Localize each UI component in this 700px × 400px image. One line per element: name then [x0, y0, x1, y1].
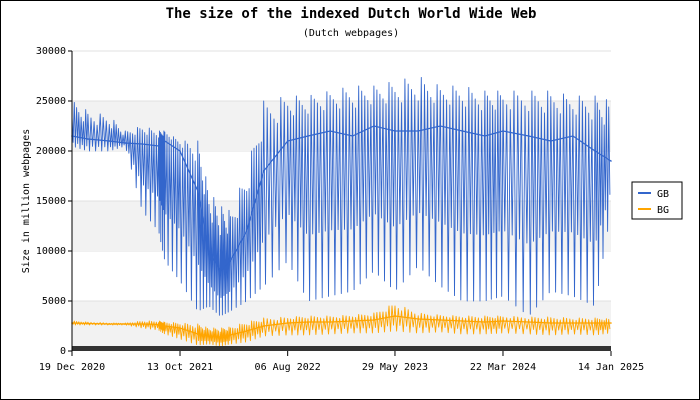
- series-gb-point: [610, 160, 612, 162]
- series-bg-point: [373, 319, 375, 321]
- series-gb-trace: [71, 76, 611, 316]
- series-gb-point: [484, 135, 486, 137]
- grid-band: [72, 101, 611, 151]
- series-gb-point: [527, 135, 530, 137]
- series-gb-point: [417, 130, 419, 132]
- series-gb-point: [307, 135, 309, 137]
- series-bg-point: [157, 323, 160, 326]
- series-group: [71, 76, 612, 347]
- series-bg-point: [484, 321, 486, 323]
- series-bg-point: [417, 318, 419, 320]
- series-bg-point: [219, 336, 222, 338]
- legend-label-gb: GB: [657, 189, 669, 200]
- series-bg-point: [163, 325, 166, 327]
- series-bg-point: [439, 319, 442, 321]
- x-axis-bar: [72, 346, 611, 351]
- series-gb-point: [439, 125, 442, 127]
- legend: GB BG: [631, 181, 683, 220]
- series-bg-point: [286, 322, 289, 324]
- series-bg-point: [124, 323, 127, 325]
- y-tick-label: 10000: [36, 246, 66, 257]
- series-bg-point: [502, 320, 504, 322]
- y-tick-label: 30000: [36, 46, 66, 57]
- series-gb-point: [141, 143, 144, 145]
- series-gb-point: [286, 140, 289, 142]
- y-axis-title: Size in million webpages: [21, 129, 32, 274]
- x-tick-label: 14 Jan 2025: [578, 362, 644, 373]
- y-tick-label: 15000: [36, 196, 66, 207]
- series-gb-point: [163, 140, 166, 142]
- series-gb-point: [229, 260, 232, 262]
- series-gb-point: [208, 250, 210, 252]
- x-tick-label: 06 Aug 2022: [255, 362, 321, 373]
- series-gb-point: [245, 230, 248, 232]
- chart-title: The size of the indexed Dutch World Wide…: [166, 6, 537, 22]
- series-bg-point: [594, 322, 596, 324]
- series-bg-point: [208, 335, 210, 337]
- series-bg-point: [87, 322, 89, 325]
- series-bg-point: [351, 320, 354, 322]
- series-bg-point: [461, 320, 464, 322]
- series-bg-point: [262, 325, 265, 327]
- y-tick-label: 0: [60, 346, 66, 357]
- series-bg-point: [572, 322, 574, 324]
- x-tick-label: 19 Dec 2020: [39, 362, 105, 373]
- series-bg-point: [108, 323, 111, 325]
- series-gb-point: [124, 142, 127, 144]
- series-bg-trace: [71, 305, 611, 347]
- series-gb-point: [502, 130, 504, 132]
- axes-group: 0 5000 10000 15000 20000 25000 30000 19 Dec 202…: [36, 46, 644, 373]
- series-gb-point: [157, 145, 160, 147]
- series-gb-point: [262, 170, 265, 172]
- series-gb-point: [351, 135, 354, 137]
- x-tick-label: 22 Mar 2024: [470, 362, 536, 373]
- series-gb-point: [87, 138, 89, 140]
- series-gb-point: [550, 140, 552, 142]
- y-tick-label: 25000: [36, 96, 66, 107]
- series-bg-point: [196, 333, 199, 335]
- y-tick-label: 20000: [36, 146, 66, 157]
- series-bg-line: [71, 315, 611, 338]
- series-gb-line: [71, 125, 612, 272]
- series-bg-point: [527, 321, 530, 323]
- series-gb-point: [329, 130, 331, 132]
- series-bg-point: [307, 321, 309, 323]
- series-gb-point: [394, 130, 396, 132]
- series-bg-point: [550, 322, 552, 324]
- x-tick-label: 13 Oct 2021: [147, 362, 213, 373]
- x-tick-label: 29 May 2023: [362, 362, 428, 373]
- series-bg-point: [179, 327, 181, 329]
- series-gb-point: [196, 190, 199, 192]
- y-tick-label: 5000: [42, 296, 66, 307]
- series-bg-point: [229, 334, 232, 336]
- series-gb-point: [108, 140, 111, 142]
- chart-subtitle: (Dutch webpages): [303, 28, 399, 39]
- series-gb-point: [179, 150, 181, 152]
- series-bg-point: [245, 330, 248, 332]
- series-bg-point: [394, 315, 396, 317]
- series-bg-point: [610, 322, 612, 324]
- series-gb-point: [461, 130, 464, 132]
- legend-box: [631, 181, 683, 220]
- series-gb-point: [594, 150, 596, 152]
- series-gb-point: [219, 270, 222, 272]
- series-bg-point: [329, 321, 331, 323]
- series-gb-point: [572, 135, 574, 137]
- legend-label-bg: BG: [657, 205, 669, 216]
- series-gb-point: [373, 125, 375, 127]
- series-bg-point: [141, 323, 144, 325]
